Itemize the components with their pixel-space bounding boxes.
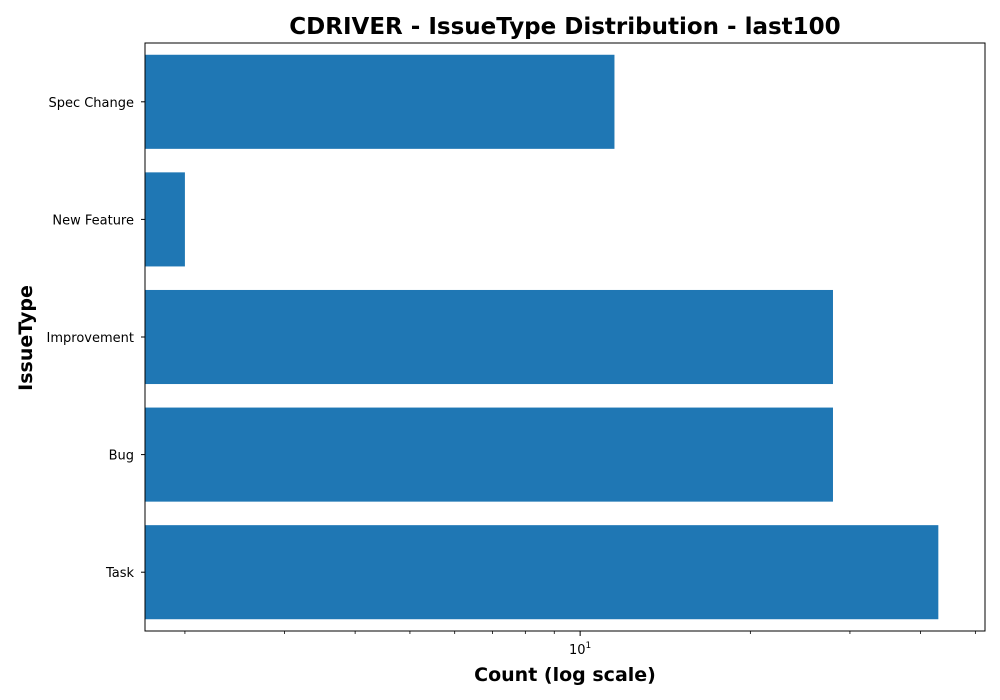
plot-area	[144, 42, 986, 632]
bar-task	[145, 525, 939, 620]
x-axis-label: Count (log scale)	[474, 664, 656, 686]
bar-bug	[145, 407, 833, 502]
y-tick-label: New Feature	[52, 213, 134, 228]
y-axis-ticks: Task Bug Improvement New Feature Spec Change	[47, 96, 145, 581]
bar-improvement	[145, 289, 833, 385]
x-axis-ticks: 101	[184, 631, 976, 658]
y-tick-label: Improvement	[47, 331, 134, 346]
bar-spec-change	[145, 54, 615, 149]
y-tick-label: Spec Change	[48, 96, 134, 111]
x-tick-label: 101	[569, 641, 591, 658]
y-tick-label: Task	[105, 566, 135, 581]
chart-title: CDRIVER - IssueType Distribution - last1…	[289, 14, 840, 40]
bar-new-feature	[145, 172, 185, 267]
y-tick-label: Bug	[109, 449, 134, 464]
y-axis-label: IssueType	[15, 285, 37, 391]
